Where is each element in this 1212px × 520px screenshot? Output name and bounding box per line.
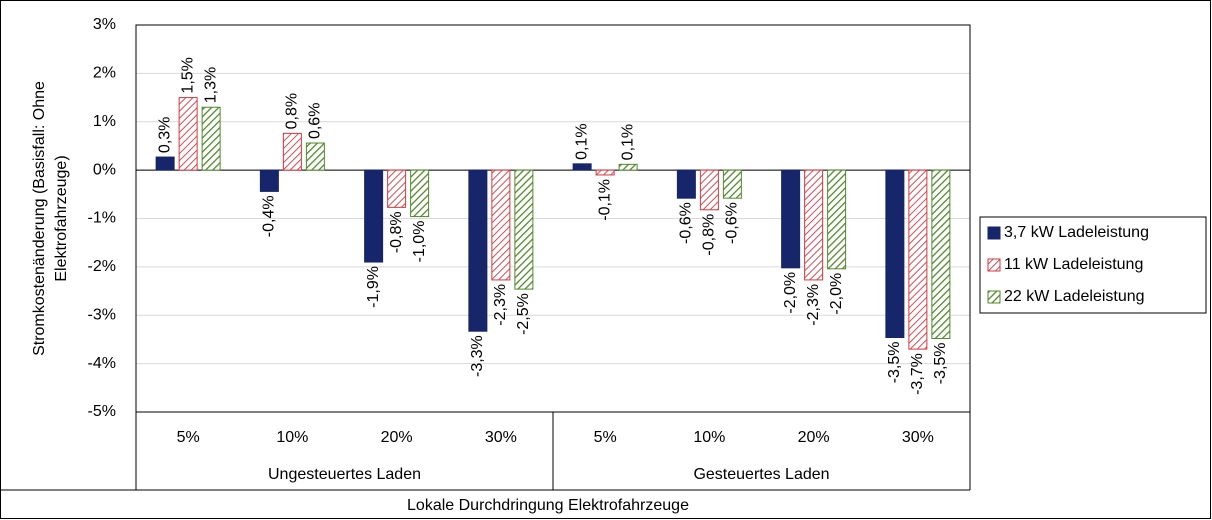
legend-swatch [987,226,1001,240]
y-tick-label: -3% [88,306,116,323]
x-tick-label: 30% [485,429,517,446]
x-tick-label: 5% [177,429,200,446]
bar [908,169,928,350]
legend-label: 3,7 kW Ladeleistung [1004,224,1149,241]
legend-swatch [987,290,1001,304]
bar [804,169,824,281]
bar [364,169,384,263]
bar [178,97,198,171]
group-label: Ungesteuertes Laden [268,466,421,483]
bar [201,106,221,171]
x-tick-label: 20% [798,429,830,446]
y-axis-title: Elektrofahrzeuge) [53,155,70,281]
bar [931,169,951,339]
value-label: 0,1% [573,123,590,159]
x-tick-label: 10% [276,429,308,446]
legend-swatch [987,258,1001,272]
value-label: 0,3% [156,117,173,153]
y-tick-label: -1% [88,210,116,227]
x-tick-label: 30% [902,429,934,446]
value-label: -0,8% [388,211,405,253]
value-label: -2,3% [492,284,509,326]
x-tick-label: 5% [594,429,617,446]
bar [468,169,488,332]
y-axis-title: Stromkostenänderung (Basisfall: Ohne [31,81,48,356]
bar [722,169,742,199]
value-label: -0,4% [261,195,278,237]
bar [827,169,847,270]
value-label: -0,6% [678,202,695,244]
y-tick-label: 2% [93,65,116,82]
value-label: -2,0% [782,272,799,314]
bar [595,169,615,176]
bar [410,169,430,218]
value-label: -3,5% [932,342,949,384]
y-tick-label: 3% [93,16,116,33]
legend-label: 11 kW Ladeleistung [1004,256,1143,273]
y-tick-label: 0% [93,161,116,178]
y-tick-label: -5% [88,403,116,420]
y-tick-label: 1% [93,113,116,130]
bar [282,132,302,171]
value-label: -3,3% [469,335,486,377]
bar [572,163,592,171]
x-tick-label: 20% [381,429,413,446]
value-label: 0,6% [307,103,324,139]
legend-label: 22 kW Ladeleistung [1004,288,1145,305]
value-label: -2,5% [515,293,532,335]
x-tick-label: 10% [693,429,725,446]
value-label: 0,8% [284,93,301,129]
bar [676,169,696,199]
bar [699,169,719,211]
value-label: -2,0% [828,273,845,315]
y-tick-label: -2% [88,258,116,275]
bar [259,169,279,192]
bar [387,169,407,208]
bar [305,142,325,171]
bar [618,163,638,171]
value-label: 1,5% [179,57,196,93]
value-label: -1,0% [411,221,428,263]
bar [491,169,511,281]
value-label: -3,5% [886,342,903,384]
bar [885,169,905,339]
value-label: -2,3% [805,284,822,326]
x-axis-title: Lokale Durchdringung Elektrofahrzeuge [407,497,689,514]
value-label: -3,7% [909,353,926,395]
bar [514,169,534,290]
group-label: Gesteuertes Laden [693,466,829,483]
value-label: -1,9% [365,266,382,308]
value-label: -0,1% [596,179,613,221]
value-label: -0,6% [724,202,741,244]
value-label: -0,8% [701,214,718,256]
legend-frame [979,216,1207,314]
value-label: 0,1% [619,124,636,160]
value-label: 1,3% [202,67,219,103]
bar [155,156,175,171]
y-tick-label: -4% [88,355,116,372]
bar [781,169,801,269]
